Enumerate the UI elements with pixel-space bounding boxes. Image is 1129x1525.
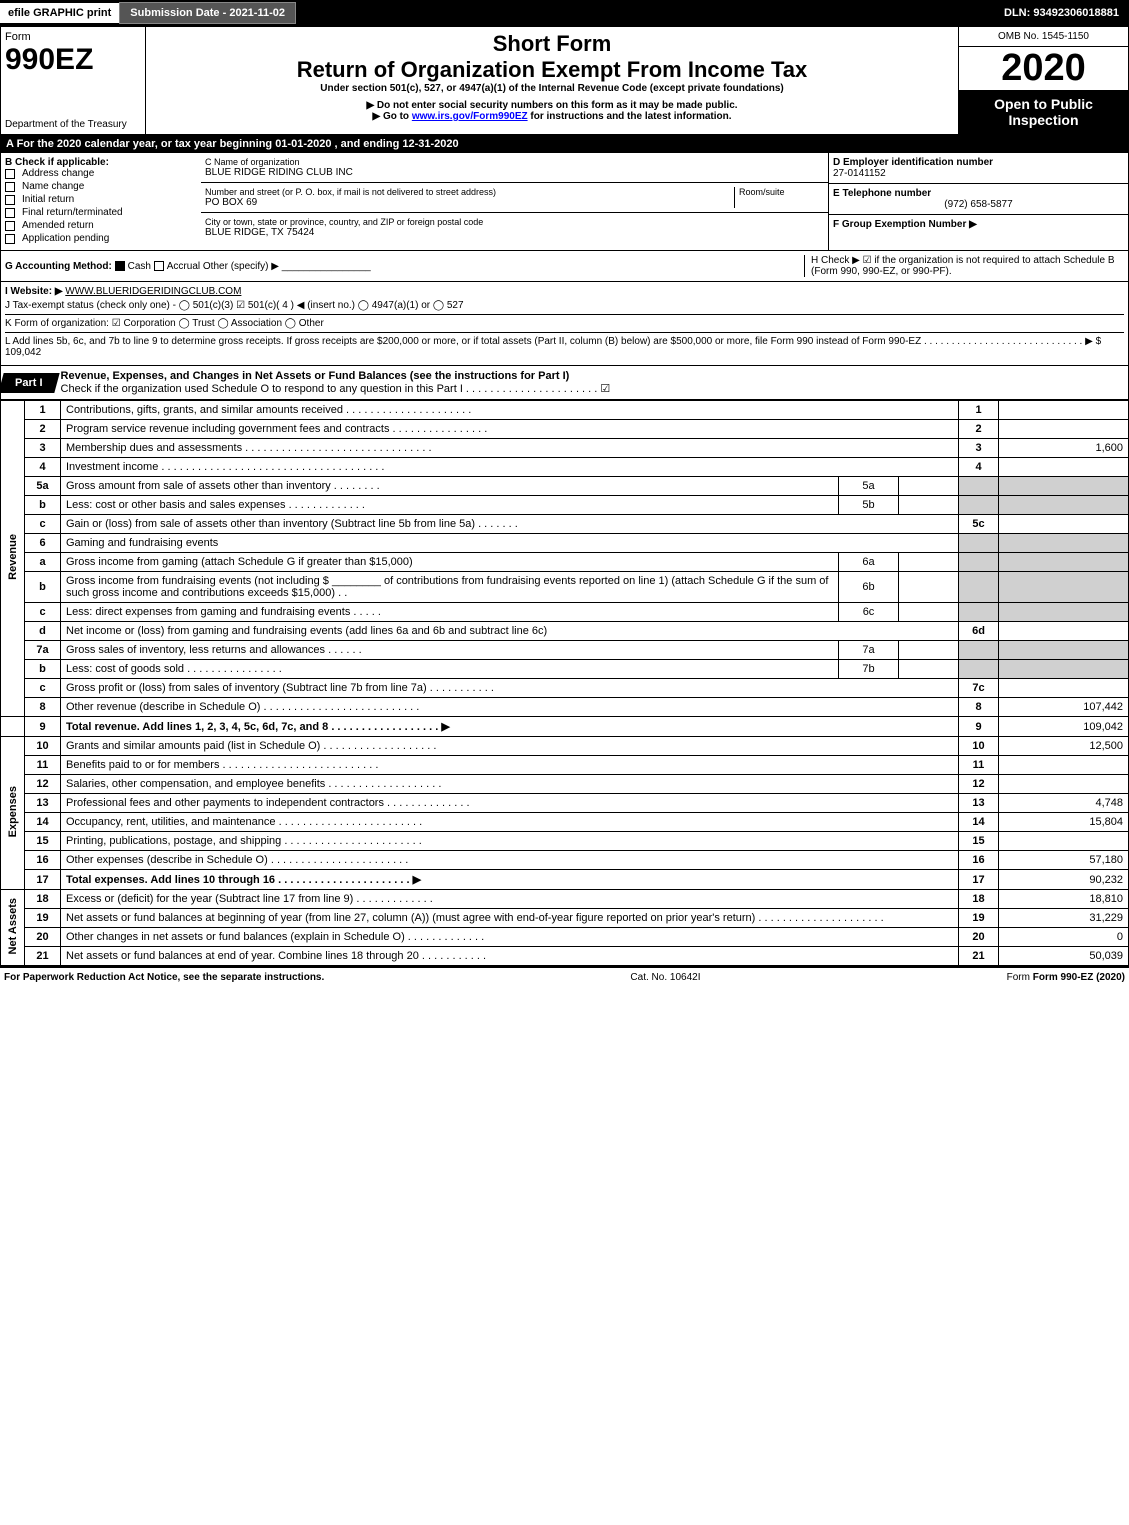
goto-line: ▶ Go to www.irs.gov/Form990EZ for instru…: [150, 111, 954, 122]
form-table: Revenue 1 Contributions, gifts, grants, …: [0, 400, 1129, 966]
subtitle: Under section 501(c), 527, or 4947(a)(1)…: [150, 83, 954, 94]
footer: For Paperwork Reduction Act Notice, see …: [0, 966, 1129, 987]
checkbox-cash[interactable]: [115, 261, 125, 271]
h-schedule-b: H Check ▶ ☑ if the organization is not r…: [804, 255, 1124, 277]
line-13-val: 4,748: [999, 794, 1129, 813]
line-10-val: 12,500: [999, 737, 1129, 756]
net-assets-side: Net Assets: [1, 890, 25, 966]
line-18-val: 18,810: [999, 890, 1129, 909]
checkbox-final-return[interactable]: [5, 208, 15, 218]
header-right: OMB No. 1545-1150 2020 Open to Public In…: [958, 27, 1128, 134]
city: BLUE RIDGE, TX 75424: [205, 227, 824, 238]
form-footer-id: Form Form 990-EZ (2020): [1007, 972, 1125, 983]
block-d: D Employer identification number 27-0141…: [828, 153, 1128, 250]
form-word: Form: [5, 31, 31, 43]
rows-ijkl: I Website: ▶ WWW.BLUERIDGERIDINGCLUB.COM…: [0, 282, 1129, 366]
line-9-desc: Total revenue. Add lines 1, 2, 3, 4, 5c,…: [61, 717, 959, 737]
part-1-tab: Part I: [0, 373, 59, 393]
omb-number: OMB No. 1545-1150: [959, 27, 1128, 47]
checkbox-accrual[interactable]: [154, 261, 164, 271]
efile-print[interactable]: efile GRAPHIC print: [0, 3, 119, 23]
form-number-block: Form 990EZ Department of the Treasury: [1, 27, 146, 134]
block-c: C Name of organization BLUE RIDGE RIDING…: [201, 153, 828, 250]
k-form-org: K Form of organization: ☑ Corporation ◯ …: [5, 314, 1124, 329]
i-website-label: I Website: ▶: [5, 286, 63, 297]
line-1-desc: Contributions, gifts, grants, and simila…: [61, 401, 959, 420]
dln: DLN: 93492306018881: [994, 3, 1129, 23]
open-public: Open to Public Inspection: [959, 90, 1128, 134]
g-label: G Accounting Method:: [5, 261, 112, 272]
checkbox-application-pending[interactable]: [5, 234, 15, 244]
line-21-val: 50,039: [999, 947, 1129, 966]
return-title: Return of Organization Exempt From Incom…: [150, 57, 954, 83]
line-8-val: 107,442: [999, 698, 1129, 717]
checkbox-name-change[interactable]: [5, 182, 15, 192]
line-1-val: [999, 401, 1129, 420]
tax-year: 2020: [959, 47, 1128, 90]
entity-block: B Check if applicable: Address change Na…: [0, 153, 1129, 251]
line-14-val: 15,804: [999, 813, 1129, 832]
form-number: 990EZ: [5, 43, 93, 77]
c-name-label: C Name of organization: [205, 157, 824, 167]
line-20-val: 0: [999, 928, 1129, 947]
l-gross-receipts: L Add lines 5b, 6c, and 7b to line 9 to …: [5, 332, 1124, 358]
org-name: BLUE RIDGE RIDING CLUB INC: [205, 167, 824, 178]
checkbox-initial-return[interactable]: [5, 195, 15, 205]
street: PO BOX 69: [205, 197, 734, 208]
line-9-val: 109,042: [999, 717, 1129, 737]
form-header: Form 990EZ Department of the Treasury Sh…: [0, 26, 1129, 135]
expenses-side: Expenses: [1, 737, 25, 890]
gross-receipts-amount: 109,042: [5, 347, 41, 358]
row-g-h: G Accounting Method: Cash Accrual Other …: [0, 251, 1129, 282]
dept-treasury: Department of the Treasury: [5, 119, 127, 130]
topbar: efile GRAPHIC print Submission Date - 20…: [0, 0, 1129, 26]
street-label: Number and street (or P. O. box, if mail…: [205, 187, 734, 197]
ein: 27-0141152: [833, 168, 1124, 179]
part-1-header: Part I Revenue, Expenses, and Changes in…: [0, 366, 1129, 400]
block-b-title: B Check if applicable:: [5, 157, 197, 168]
short-form-title: Short Form: [150, 31, 954, 57]
line-3-val: 1,600: [999, 439, 1129, 458]
revenue-side: Revenue: [1, 401, 25, 717]
part-1-check: Check if the organization used Schedule …: [61, 383, 611, 395]
line-17-desc: Total expenses. Add lines 10 through 16 …: [61, 870, 959, 890]
ssn-warning: ▶ Do not enter social security numbers o…: [150, 100, 954, 111]
line-16-val: 57,180: [999, 851, 1129, 870]
line-19-val: 31,229: [999, 909, 1129, 928]
j-tax-exempt: J Tax-exempt status (check only one) - ◯…: [5, 300, 1124, 311]
cat-no: Cat. No. 10642I: [630, 972, 700, 983]
d-ein-label: D Employer identification number: [833, 157, 1124, 168]
line-17-val: 90,232: [999, 870, 1129, 890]
checkbox-amended-return[interactable]: [5, 221, 15, 231]
part-1-title: Revenue, Expenses, and Changes in Net As…: [61, 370, 570, 382]
form-title-block: Short Form Return of Organization Exempt…: [146, 27, 958, 134]
e-phone-label: E Telephone number: [833, 188, 1124, 199]
phone: (972) 658-5877: [833, 199, 1124, 210]
paperwork-notice: For Paperwork Reduction Act Notice, see …: [4, 972, 324, 983]
f-group-label: F Group Exemption Number ▶: [833, 219, 1124, 230]
city-label: City or town, state or province, country…: [205, 217, 824, 227]
form-container: efile GRAPHIC print Submission Date - 20…: [0, 0, 1129, 987]
checkbox-address-change[interactable]: [5, 169, 15, 179]
block-b: B Check if applicable: Address change Na…: [1, 153, 201, 250]
irs-link[interactable]: www.irs.gov/Form990EZ: [412, 111, 528, 122]
room-suite-label: Room/suite: [734, 187, 824, 208]
submission-date-button[interactable]: Submission Date - 2021-11-02: [119, 2, 296, 24]
tax-period: A For the 2020 calendar year, or tax yea…: [0, 135, 1129, 153]
website-url[interactable]: WWW.BLUERIDGERIDINGCLUB.COM: [65, 286, 241, 297]
